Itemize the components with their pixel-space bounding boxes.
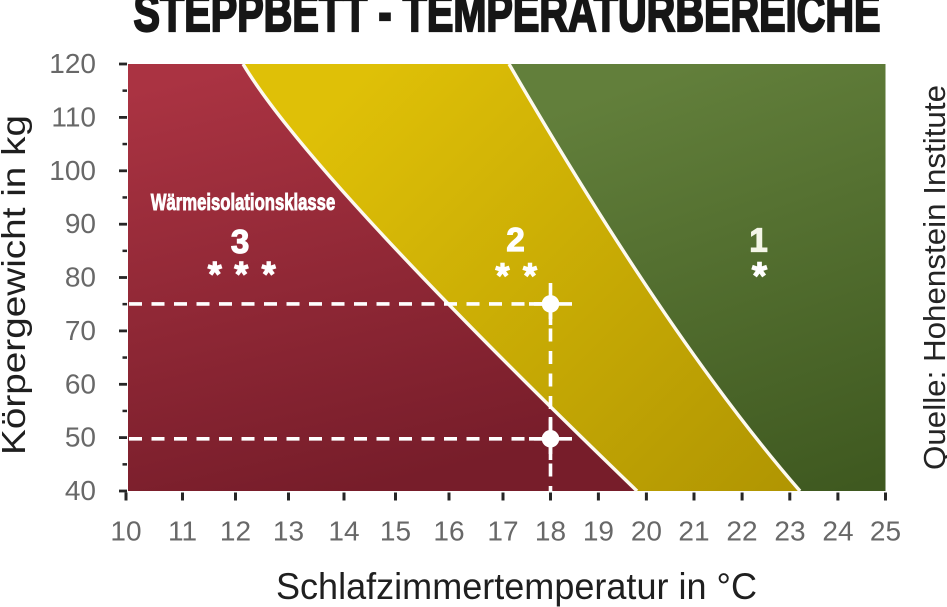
svg-text:120: 120 — [49, 48, 96, 79]
svg-text:60: 60 — [65, 368, 96, 399]
svg-text:50: 50 — [65, 422, 96, 453]
svg-text:10: 10 — [110, 515, 141, 546]
svg-text:Quelle: Hohenstein Institute: Quelle: Hohenstein Institute — [917, 85, 947, 470]
svg-text:Körpergewicht in kg: Körpergewicht in kg — [0, 115, 32, 455]
svg-text:STEPPBETT - TEMPERATURBEREICHE: STEPPBETT - TEMPERATURBEREICHE — [134, 0, 881, 43]
svg-text:70: 70 — [65, 315, 96, 346]
svg-text:3: 3 — [231, 223, 249, 260]
svg-text:20: 20 — [631, 515, 662, 546]
svg-text:19: 19 — [583, 515, 614, 546]
svg-text:12: 12 — [220, 515, 251, 546]
svg-text:14: 14 — [328, 515, 359, 546]
svg-text:80: 80 — [65, 262, 96, 293]
svg-text:13: 13 — [273, 515, 304, 546]
svg-text:16: 16 — [433, 515, 464, 546]
svg-text:Wärmeisolationsklasse: Wärmeisolationsklasse — [151, 189, 336, 215]
svg-text:40: 40 — [65, 475, 96, 506]
svg-text:21: 21 — [678, 515, 709, 546]
svg-text:110: 110 — [51, 101, 96, 132]
svg-text:1: 1 — [749, 222, 767, 259]
svg-text:22: 22 — [726, 515, 757, 546]
svg-text:11: 11 — [168, 515, 197, 546]
svg-text:100: 100 — [49, 155, 96, 186]
svg-text:17: 17 — [487, 515, 518, 546]
svg-text:15: 15 — [380, 515, 411, 546]
svg-text:18: 18 — [535, 515, 566, 546]
svg-text:25: 25 — [870, 515, 901, 546]
svg-text:90: 90 — [65, 208, 96, 239]
svg-text:Schlafzimmertemperatur in °C: Schlafzimmertemperatur in °C — [276, 566, 757, 607]
svg-text:23: 23 — [774, 515, 805, 546]
svg-text:2: 2 — [506, 221, 524, 258]
svg-text:24: 24 — [822, 515, 853, 546]
